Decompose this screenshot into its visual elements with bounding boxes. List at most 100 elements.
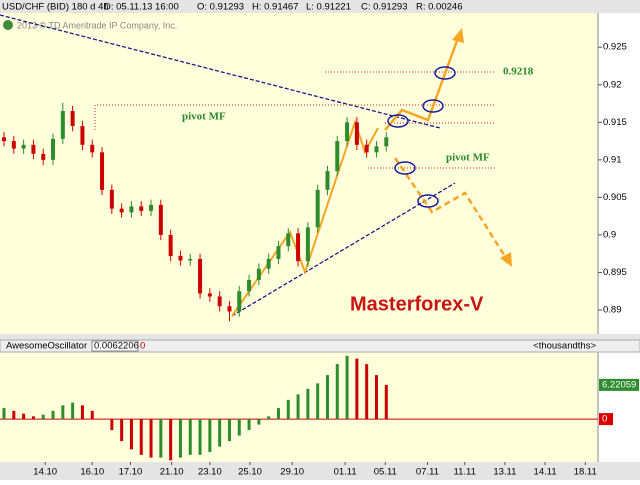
x-tick-label: 16.10 xyxy=(80,467,104,478)
osc-bar xyxy=(237,419,241,436)
info-icon[interactable] xyxy=(3,20,13,30)
osc-bar xyxy=(345,355,349,420)
marker xyxy=(434,66,456,80)
candle-body xyxy=(247,279,252,292)
candle-body xyxy=(227,306,232,312)
candle-body xyxy=(51,138,56,160)
low: L: 0.91221 xyxy=(306,2,351,13)
osc-bar xyxy=(2,408,6,420)
marker xyxy=(387,114,409,128)
y-tick-label: 0.925 xyxy=(603,42,627,53)
candle-body xyxy=(266,258,271,269)
candle-body xyxy=(70,111,75,127)
osc-bar xyxy=(110,419,114,431)
candle-body xyxy=(198,258,203,294)
osc-bar xyxy=(276,408,280,420)
osc-header xyxy=(0,339,640,353)
osc-bar xyxy=(169,419,173,461)
candle-body xyxy=(168,234,173,256)
osc-bar xyxy=(51,410,55,420)
date: D: 05.11.13 16:00 xyxy=(104,2,179,13)
y-tick-label: 0.91 xyxy=(603,154,622,165)
y-tick-label: 0.915 xyxy=(603,117,627,128)
candle-body xyxy=(119,208,124,213)
osc-bar xyxy=(41,414,45,420)
candle-body xyxy=(60,111,65,139)
candle-body xyxy=(354,122,359,145)
y-tick-label: 0.905 xyxy=(603,192,627,203)
trend-line xyxy=(231,182,456,317)
osc-bar xyxy=(218,419,222,447)
y-tick-label: 0.895 xyxy=(603,267,627,278)
candle-body xyxy=(41,153,46,160)
osc-bar xyxy=(257,419,261,425)
marker xyxy=(417,194,439,208)
osc-bar xyxy=(198,419,202,455)
candle-body xyxy=(364,144,369,153)
candle-body xyxy=(325,171,330,190)
osc-bar xyxy=(335,364,339,420)
date-axis xyxy=(0,462,640,480)
candle-body xyxy=(217,296,222,307)
x-tick-label: 01.11 xyxy=(334,467,357,478)
watermark: Masterforex-V xyxy=(350,293,484,315)
candle-body xyxy=(129,206,134,213)
candle-body xyxy=(178,255,183,261)
x-tick-label: 13.11 xyxy=(493,467,516,478)
last-value-box xyxy=(599,378,639,391)
candle-body xyxy=(80,126,85,145)
candle-body xyxy=(384,137,389,147)
osc-bar xyxy=(90,410,94,420)
copyright: 2013 © TD Ameritrade IP Company, Inc. xyxy=(17,20,177,30)
x-tick-label: 29.10 xyxy=(280,467,304,478)
candle-body xyxy=(31,144,36,154)
candle-body xyxy=(335,141,340,172)
osc-bar xyxy=(188,419,192,455)
candle-body xyxy=(315,189,320,228)
osc-bar xyxy=(384,384,388,420)
y-tick-label: 0.9 xyxy=(603,229,616,240)
osc-bar xyxy=(159,419,163,458)
candle-body xyxy=(21,144,26,149)
candle-body xyxy=(286,233,291,247)
candle-body xyxy=(296,233,301,262)
candle-body xyxy=(2,137,7,142)
x-tick-label: 14.10 xyxy=(33,467,57,478)
candle-body xyxy=(158,204,163,235)
osc-bar xyxy=(227,419,231,442)
candle-body xyxy=(374,146,379,153)
separator xyxy=(0,334,640,340)
x-tick-label: 25.10 xyxy=(238,467,262,478)
osc-bar xyxy=(365,364,369,420)
candle-body xyxy=(345,122,350,142)
x-tick-label: 17.10 xyxy=(119,467,143,478)
osc-bar xyxy=(316,383,320,420)
osc-bar xyxy=(296,394,300,420)
osc-bar xyxy=(129,419,133,450)
symbol: USD/CHF (BID) 180 d 4h xyxy=(2,2,109,13)
candle-body xyxy=(139,206,144,211)
osc-value-box xyxy=(91,340,139,352)
candle-body xyxy=(149,204,154,211)
osc-bar xyxy=(267,416,271,420)
osc-bar xyxy=(374,375,378,420)
candle-body xyxy=(237,291,242,312)
x-tick-label: 07.11 xyxy=(416,467,439,478)
candle-body xyxy=(188,258,193,261)
level-label: 0.9218 xyxy=(503,66,534,78)
last-value-label: 6.22059 xyxy=(602,379,636,390)
x-tick-label: 21.10 xyxy=(160,467,184,478)
marker xyxy=(422,99,444,113)
osc-bar xyxy=(149,419,153,458)
candle-body xyxy=(11,141,16,149)
price-panel xyxy=(0,13,598,334)
x-tick-label: 23.10 xyxy=(198,467,222,478)
osc-bar xyxy=(12,410,16,420)
arrow xyxy=(500,252,512,267)
osc-param: 0 xyxy=(140,341,145,352)
osc-bar xyxy=(208,419,212,453)
osc-bar xyxy=(306,388,310,420)
candle-body xyxy=(207,293,212,297)
osc-bar xyxy=(22,413,26,420)
